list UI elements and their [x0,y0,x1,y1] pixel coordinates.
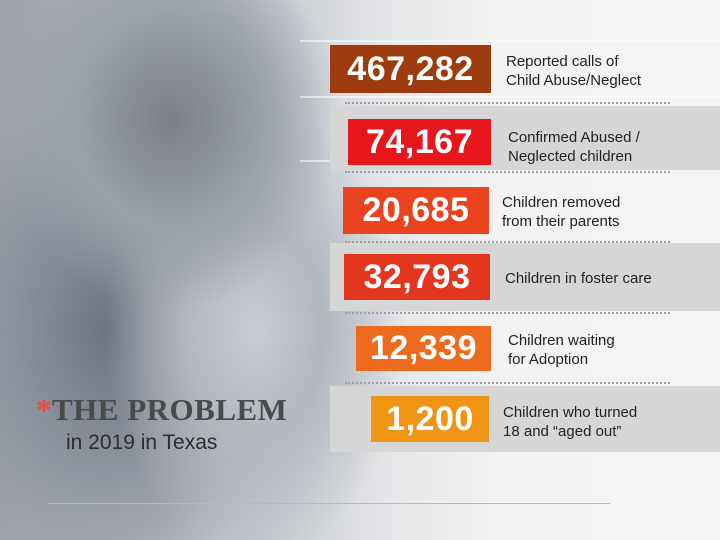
stat-value-box: 74,167 [348,119,491,165]
row-separator [345,312,670,314]
title-text: THE PROBLEM [52,392,288,427]
stat-value-box: 20,685 [343,187,489,234]
stat-value-box: 1,200 [371,396,489,442]
stat-value-box: 467,282 [330,45,491,93]
row-separator [345,102,670,104]
stat-value: 467,282 [347,49,474,88]
asterisk: * [36,392,52,427]
row-separator [345,382,670,384]
stat-label: Children removed from their parents [502,194,621,230]
slide-title: *THE PROBLEM [36,392,287,428]
footer-rule [48,503,610,504]
stair-edge [300,40,720,42]
slide-subtitle: in 2019 in Texas [66,431,218,454]
stat-value: 20,685 [362,191,470,229]
stat-value-box: 12,339 [356,326,491,371]
stat-label: Reported calls of Child Abuse/Neglect [506,53,642,89]
stat-value-box: 32,793 [344,254,490,300]
row-separator [345,241,670,243]
stat-value: 32,793 [363,257,471,296]
row-separator [345,171,670,173]
stat-label: Children in foster care [505,270,652,287]
stat-label: Children waiting for Adoption [508,332,615,368]
stat-value: 74,167 [366,122,473,161]
stat-label: Children who turned 18 and “aged out” [503,404,638,440]
stat-value: 1,200 [386,399,474,438]
stair-edge [300,96,720,98]
stat-value: 12,339 [370,329,477,367]
stat-label: Confirmed Abused / Neglected children [508,129,640,165]
